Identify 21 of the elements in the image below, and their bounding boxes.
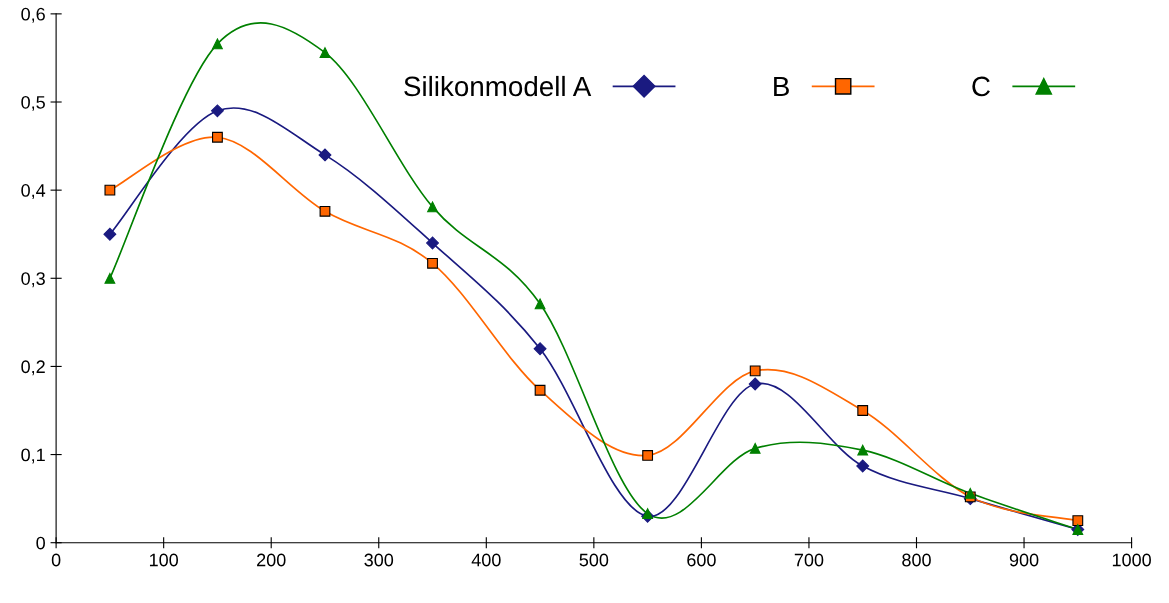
y-tick-label: 0,4 [21, 184, 46, 199]
x-tick-label: 900 [1009, 553, 1039, 567]
x-tick-label: 600 [687, 553, 716, 567]
y-tick-label: 0,2 [21, 360, 45, 376]
x-tick-label: 700 [794, 553, 824, 567]
y-tick-label: 0,6 [21, 7, 45, 23]
x-tick-label: 500 [579, 553, 609, 567]
x-tick-label: 100 [149, 553, 179, 567]
y-tick-label: 0 [36, 536, 45, 550]
x-tick-label: 300 [364, 553, 394, 567]
legend-label: Silikonmodell A [404, 75, 592, 97]
x-tick-label: 400 [471, 553, 501, 567]
legend-label: C [972, 76, 990, 97]
x-tick-label: 200 [257, 553, 286, 567]
y-tick-label: 0,3 [21, 272, 45, 288]
x-tick-label: 800 [902, 553, 931, 567]
y-tick-label: 0,5 [21, 95, 45, 111]
x-tick-label: 0 [51, 553, 61, 567]
x-tick-label: 1000 [1112, 553, 1151, 567]
y-tick-label: 0,1 [21, 448, 45, 464]
legend-label: B [774, 76, 789, 97]
